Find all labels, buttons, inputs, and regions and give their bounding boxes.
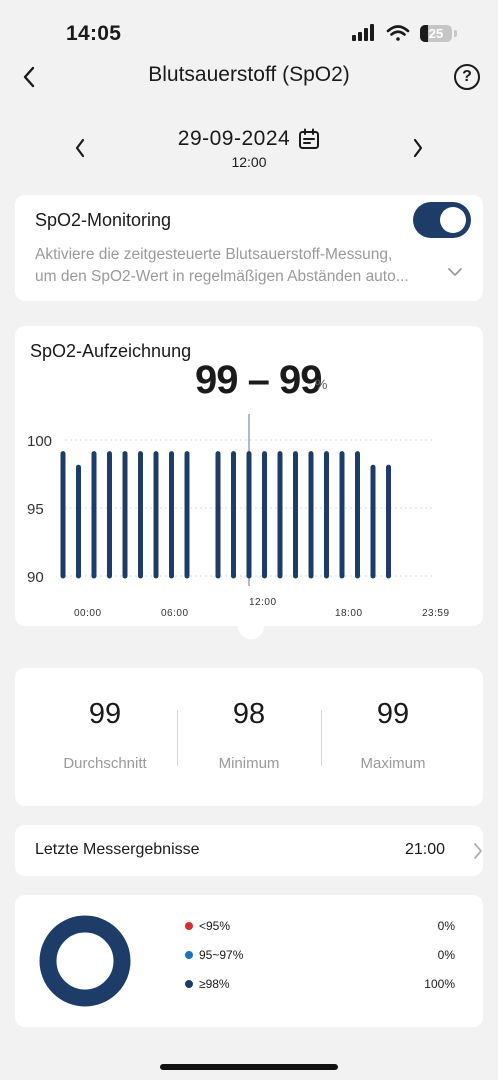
status-bar: 14:05 25 [0,0,498,62]
battery-tip [454,30,457,37]
stats-card: 99 Durchschnitt 98 Minimum 99 Maximum [15,668,483,806]
chart-unit: % [315,376,328,392]
legend-label: <95% [199,919,231,933]
cellular-signal-icon [352,24,374,41]
next-day-button[interactable] [404,134,432,162]
legend-dot-blue [185,951,193,959]
legend-row-mid: 95~97% 0% [185,946,455,966]
stat-average: 99 Durchschnitt [31,698,179,772]
legend-dot-red [185,922,193,930]
page-title: Blutsauerstoff (SpO2) [148,63,350,86]
last-results-time: 21:00 [405,841,446,858]
battery-level [420,25,428,42]
x-tick-label: 12:00 [249,597,277,608]
home-indicator [160,1064,338,1070]
legend-label: 95~97% [199,948,244,962]
date-text: 29-09-2024 [177,127,291,150]
chevron-down-icon[interactable] [447,267,463,277]
y-tick-label: 100 [27,433,52,450]
legend-row-high: ≥98% 100% [185,975,455,995]
legend-percent: 100% [424,977,455,991]
monitoring-toggle[interactable] [413,202,471,238]
chevron-right-icon [413,138,423,158]
last-results-row[interactable]: Letzte Messergebnisse 21:00 [15,825,483,876]
y-tick-label: 90 [27,569,44,586]
signal-wifi-icons [352,24,410,41]
battery-percent: 25 [428,26,444,41]
description-line: um den SpO2-Wert in regelmäßigen Abständ… [35,268,409,285]
stat-divider [321,710,322,766]
legend-row-low: <95% 0% [185,917,455,937]
x-tick-label: 00:00 [74,608,102,619]
chevron-left-icon [23,66,35,88]
chart-range-value: 99 – 99 [195,358,322,402]
chart-scrubber-handle[interactable] [238,613,264,639]
x-tick-label: 18:00 [335,608,363,619]
monitoring-description: Aktiviere die zeitgesteuerte Blutsauerst… [35,244,455,288]
maximum-value: 99 [376,698,410,730]
maximum-label: Maximum [360,755,426,772]
minimum-label: Minimum [218,755,280,772]
last-results-label: Letzte Messergebnisse [35,841,200,858]
spo2-bar-chart[interactable]: 90 95 100 00:00 06:00 12:00 18:00 23:59 [15,406,483,626]
legend-percent: 0% [437,948,455,962]
wifi-icon [386,25,410,41]
battery-icon: 25 [420,25,452,42]
previous-day-button[interactable] [66,134,94,162]
legend-percent: 0% [437,919,455,933]
date-selector[interactable]: 29-09-2024 12:00 [140,127,358,170]
y-tick-label: 95 [27,501,44,518]
stat-divider [177,710,178,766]
stat-maximum: 99 Maximum [319,698,467,772]
distribution-donut-chart [39,915,131,1007]
calendar-icon [299,128,320,149]
minimum-value: 98 [232,698,266,730]
average-label: Durchschnitt [63,755,147,772]
back-button[interactable] [14,62,44,92]
x-tick-label: 06:00 [161,608,189,619]
distribution-card: <95% 0% 95~97% 0% ≥98% 100% [15,895,483,1027]
description-line: Aktiviere die zeitgesteuerte Blutsauerst… [35,246,393,263]
date-time: 12:00 [231,154,267,170]
status-time: 14:05 [66,22,122,45]
donut-slice [39,915,131,1007]
x-tick-label: 23:59 [422,608,450,619]
spo2-chart-card: SpO2-Aufzeichnung 99 – 99 % 90 95 100 00:00… [15,326,483,626]
average-value: 99 [88,698,122,730]
toggle-knob [440,207,466,233]
help-button[interactable]: ? [454,64,480,90]
legend-dot-navy [185,980,193,988]
monitoring-card: SpO2-Monitoring Aktiviere die zeitgesteu… [15,195,483,301]
legend-label: ≥98% [199,977,230,991]
chevron-left-icon [75,138,85,158]
monitoring-title: SpO2-Monitoring [35,210,172,230]
chart-title: SpO2-Aufzeichnung [30,341,192,361]
stat-minimum: 98 Minimum [175,698,323,772]
chevron-right-icon [474,843,482,859]
